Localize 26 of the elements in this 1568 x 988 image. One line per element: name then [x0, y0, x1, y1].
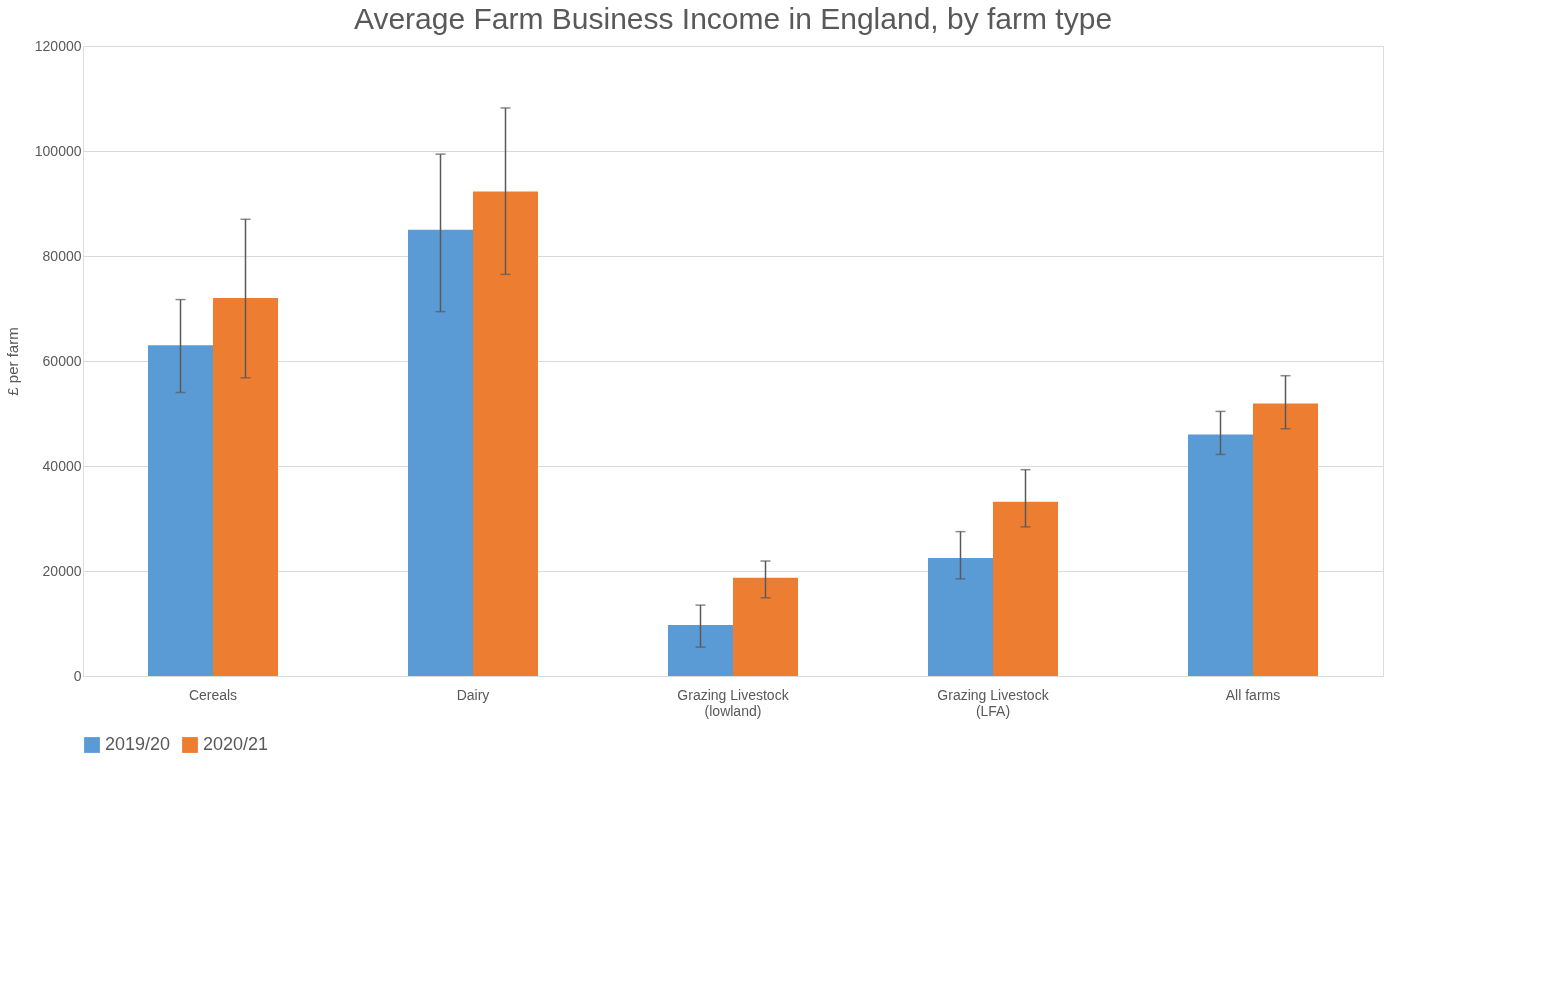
bar: [148, 345, 213, 676]
bar: [1188, 434, 1253, 676]
legend-label: 2019/20: [105, 734, 171, 754]
bar: [928, 557, 993, 676]
bar: [473, 191, 538, 676]
x-tick-label: Cereals: [188, 686, 238, 703]
bar: [733, 577, 798, 676]
x-tick-label: Grazing Livestock (LFA): [937, 686, 1050, 719]
bar: [1253, 403, 1318, 676]
chart-title: Average Farm Business Income in England, by farm type: [353, 2, 1113, 35]
x-tick-label: All farms: [1225, 686, 1281, 703]
y-axis-title: £ per farm: [3, 327, 21, 396]
y-tick-label: 120000: [34, 37, 82, 54]
y-tick-label: 40000: [42, 457, 82, 474]
y-tick-label: 20000: [42, 562, 82, 579]
y-tick-label: 80000: [42, 247, 82, 264]
y-tick-label: 100000: [34, 142, 82, 159]
bar: [993, 501, 1058, 676]
bar: [668, 625, 733, 676]
legend-label: 2020/21: [203, 734, 269, 754]
bar: [408, 229, 473, 676]
y-tick-label: 60000: [42, 352, 82, 369]
x-tick-label: Dairy: [456, 686, 490, 703]
x-tick-label: Grazing Livestock (lowland): [677, 686, 790, 719]
y-tick-label: 0: [73, 667, 82, 684]
bar: [213, 298, 278, 676]
